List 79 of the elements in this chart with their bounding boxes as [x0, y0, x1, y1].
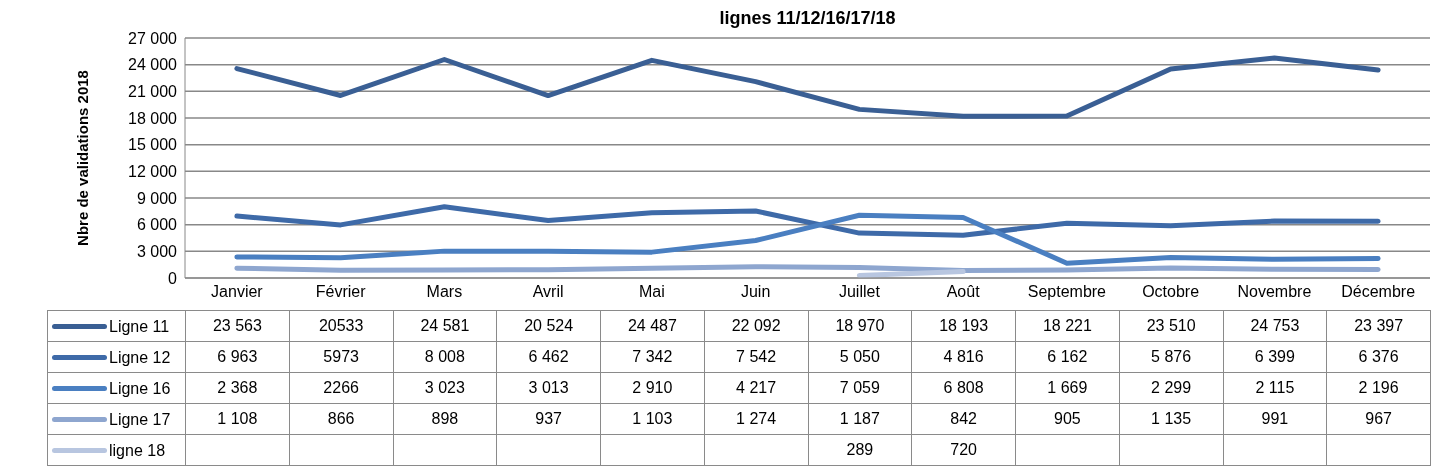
x-tick-label: Octobre — [1142, 283, 1200, 301]
data-label: 1 103 — [600, 403, 705, 435]
x-tick-label: Juillet — [838, 283, 881, 301]
x-tick-label: Juin — [740, 283, 771, 301]
legend-label: Ligne 12 — [109, 348, 171, 366]
data-label: 5973 — [289, 341, 393, 373]
y-tick-label: 6 000 — [136, 216, 178, 234]
data-label: 1 135 — [1119, 403, 1223, 435]
data-label: 2 368 — [185, 372, 290, 404]
data-label: 6 399 — [1223, 341, 1327, 373]
data-label: 6 376 — [1326, 341, 1431, 373]
x-tick-label: Février — [315, 283, 367, 301]
y-tick-label: 0 — [168, 269, 178, 287]
data-label: 2 299 — [1119, 372, 1223, 404]
y-tick-label: 12 000 — [128, 163, 178, 181]
data-label: 5 876 — [1119, 341, 1223, 373]
data-label: 4 816 — [911, 341, 1016, 373]
data-label: 7 342 — [600, 341, 705, 373]
data-label: 967 — [1326, 403, 1431, 435]
data-label: 6 462 — [496, 341, 601, 373]
data-label: 24 753 — [1223, 310, 1327, 342]
x-tick-label: Avril — [532, 283, 564, 301]
data-label: 5 050 — [808, 341, 912, 373]
y-tick-label: 21 000 — [128, 83, 178, 101]
data-label: 2266 — [289, 372, 393, 404]
legend-label: Ligne 11 — [109, 317, 170, 335]
x-tick-label: Janvier — [211, 283, 264, 301]
x-tick-label: Novembre — [1237, 283, 1312, 301]
data-label: 23 397 — [1326, 310, 1431, 342]
data-label: 2 115 — [1223, 372, 1327, 404]
data-label: 7 542 — [704, 341, 808, 373]
data-label: 3 023 — [393, 372, 497, 404]
data-label: 24 581 — [393, 310, 497, 342]
x-tick-label: Mars — [426, 283, 463, 301]
legend-label: ligne 18 — [109, 441, 166, 459]
data-label: 4 217 — [704, 372, 808, 404]
data-label: 6 963 — [185, 341, 290, 373]
data-label: 1 108 — [185, 403, 290, 435]
data-label: 1 669 — [1015, 372, 1120, 404]
data-label: 2 910 — [600, 372, 705, 404]
data-label: 22 092 — [704, 310, 808, 342]
y-axis-title: Nbre de validations 2018 — [74, 70, 92, 246]
data-label: 6 162 — [1015, 341, 1120, 373]
data-label: 905 — [1015, 403, 1120, 435]
y-tick-label: 9 000 — [136, 189, 178, 207]
data-label: 20 524 — [496, 310, 601, 342]
data-label: 18 970 — [808, 310, 912, 342]
data-label: 2 196 — [1326, 372, 1431, 404]
data-label: 1 187 — [808, 403, 912, 435]
data-label: 23 563 — [185, 310, 290, 342]
data-label: 720 — [911, 434, 1016, 466]
data-label: 842 — [911, 403, 1016, 435]
legend-label: Ligne 16 — [109, 379, 171, 397]
data-label: 3 013 — [496, 372, 601, 404]
data-label: 20533 — [289, 310, 393, 342]
data-label: 898 — [393, 403, 497, 435]
data-label: 7 059 — [808, 372, 912, 404]
data-label: 289 — [808, 434, 912, 466]
x-tick-label: Août — [946, 283, 981, 301]
y-tick-label: 3 000 — [136, 243, 178, 261]
data-label: 937 — [496, 403, 601, 435]
data-label: 866 — [289, 403, 393, 435]
chart-title: lignes 11/12/16/17/18 — [718, 8, 897, 30]
data-label: 23 510 — [1119, 310, 1223, 342]
y-tick-label: 15 000 — [128, 136, 178, 154]
legend-label: Ligne 17 — [109, 410, 171, 428]
x-tick-label: Mai — [638, 283, 665, 301]
x-tick-label: Septembre — [1027, 283, 1107, 301]
y-tick-label: 18 000 — [128, 109, 178, 127]
y-tick-label: 27 000 — [128, 29, 178, 47]
data-label: 18 193 — [911, 310, 1016, 342]
data-label: 6 808 — [911, 372, 1016, 404]
data-label: 1 274 — [704, 403, 808, 435]
data-label: 8 008 — [393, 341, 497, 373]
y-tick-label: 24 000 — [128, 56, 178, 74]
data-label: 24 487 — [600, 310, 705, 342]
x-tick-label: Décembre — [1341, 283, 1416, 301]
data-label: 18 221 — [1015, 310, 1120, 342]
data-label: 991 — [1223, 403, 1327, 435]
